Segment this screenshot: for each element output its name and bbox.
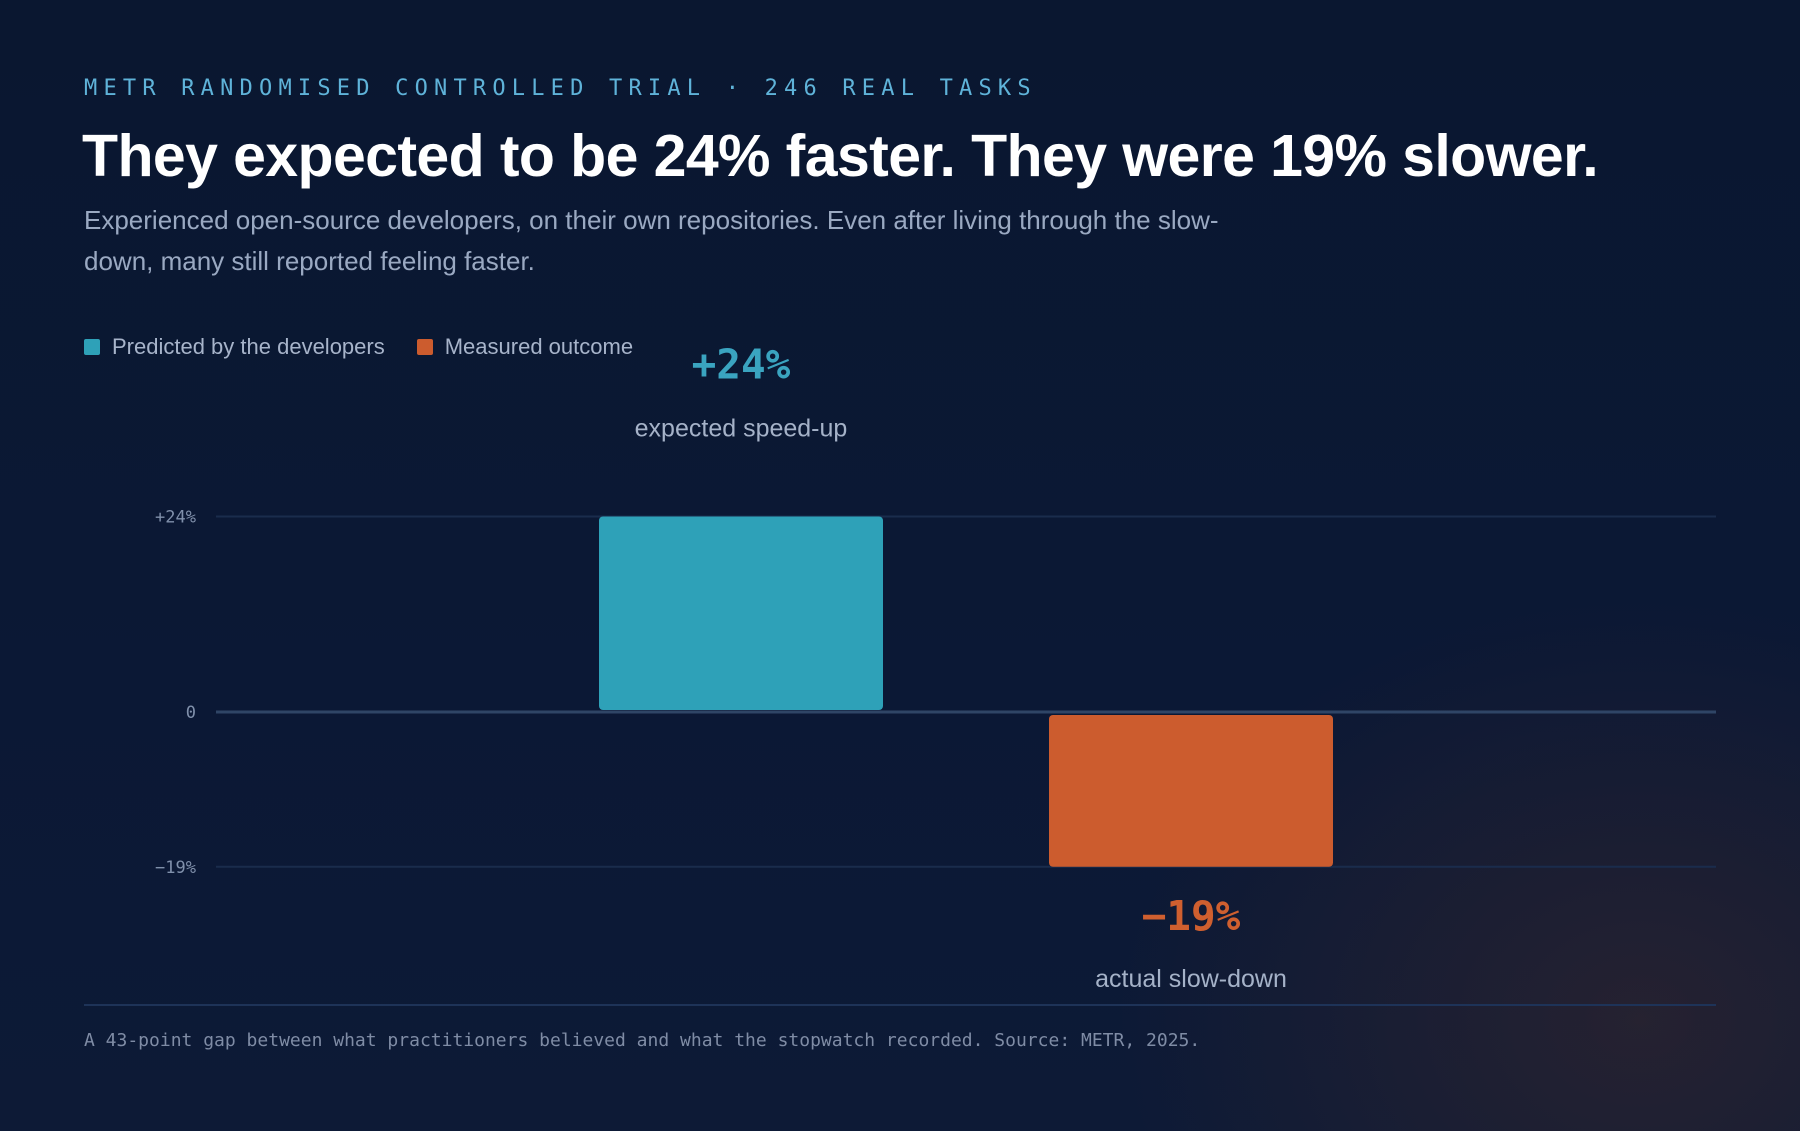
legend-swatch-predicted <box>84 339 100 355</box>
chart-legend: Predicted by the developers Measured out… <box>84 334 665 360</box>
eyebrow-label: METR RANDOMISED CONTROLLED TRIAL · 246 R… <box>84 76 1037 101</box>
bar-caption-measured: actual slow-down <box>1095 965 1287 993</box>
data-label-predicted: +24% <box>692 341 791 389</box>
footer-divider <box>84 1004 1716 1006</box>
legend-item-predicted: Predicted by the developers <box>84 334 385 360</box>
y-tick-label-1: 0 <box>186 703 196 723</box>
page-subtitle: Experienced open-source developers, on t… <box>84 205 1219 276</box>
legend-label-predicted: Predicted by the developers <box>112 334 385 359</box>
source-footnote: A 43-point gap between what practitioner… <box>84 1030 1201 1051</box>
y-tick-label-2: −19% <box>155 858 196 878</box>
bar-measured <box>1049 715 1333 867</box>
legend-label-measured: Measured outcome <box>444 334 634 359</box>
bar-caption-predicted: expected speed-up <box>635 415 848 443</box>
data-label-measured: −19% <box>1142 892 1241 940</box>
bar-predicted <box>599 516 883 710</box>
legend-item-measured: Measured outcome <box>416 334 634 360</box>
legend-swatch-measured <box>416 339 433 355</box>
y-tick-label-0: +24% <box>155 508 196 528</box>
page-title: They expected to be 24% faster. They wer… <box>82 123 1599 189</box>
